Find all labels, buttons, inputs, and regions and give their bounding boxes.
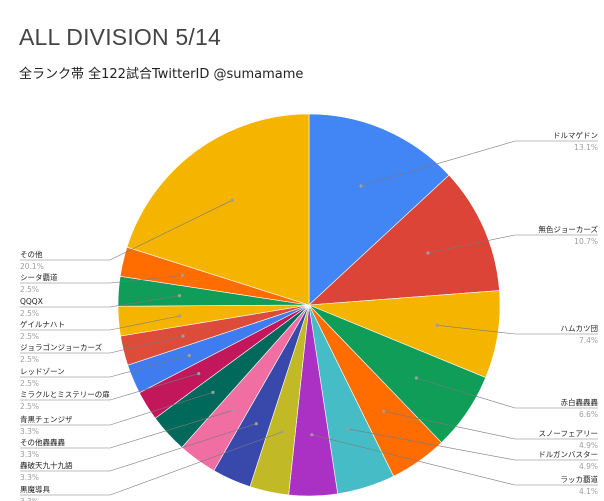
leader-dot [414,376,418,380]
slice-labels: ドルマゲドン 13.1% 無色ジョーカーズ 10.7% ハムカツ団 7.4% 赤白轟轟轟 6.… [20,131,598,501]
leader-line [20,355,190,378]
pie-slice-18 [126,113,310,306]
slice-percent: 3.3% [20,450,39,459]
slice-label: 赤白轟轟轟 [561,397,599,407]
leader-dot [230,198,234,202]
leader-dot [178,314,182,318]
slice-percent: 2.5% [20,309,39,318]
slice-label: レッドゾーン [20,367,65,376]
leader-dot [187,353,191,358]
leader-line [20,315,180,331]
leader-dot [181,334,185,338]
leader-line [20,373,199,401]
leader-line [20,199,233,261]
leader-dot [359,184,363,188]
leader-dot [254,422,258,426]
slice-percent: 4.9% [579,441,598,450]
slice-label: スノーフェアリー [538,429,598,438]
pie-slices [117,113,501,497]
leader-dot [280,430,284,434]
slice-label: 無色ジョーカーズ [538,224,598,234]
slice-label: 青黒チェンジザ [20,414,73,424]
pie-slice-2 [308,174,500,306]
slice-label: その他 [20,249,43,259]
slice-percent: 2.5% [20,355,39,364]
slice-label: ドルマゲドン [553,131,598,140]
leader-dot [426,251,430,255]
slice-percent: 4.9% [579,462,598,471]
slice-label: その他轟轟轟 [20,437,65,447]
leader-dot [346,427,350,431]
slice-label: ドルガンバスター [538,449,598,459]
slice-label: 轟破天九十九語 [20,460,73,470]
slice-percent: 2.5% [20,379,39,388]
leader-dot [310,433,314,437]
leader-line [416,377,598,409]
slice-percent: 4.1% [579,487,598,496]
leader-line [427,234,598,254]
slice-label: ラッカ覇道 [561,474,599,484]
leader-dot [382,409,386,413]
leader-line [20,295,180,308]
leader-line [20,335,183,354]
slice-percent: 3.3% [20,427,39,436]
slice-label: 黒魔導具 [20,484,50,494]
slice-percent: 6.6% [579,410,598,419]
slice-percent: 2.5% [20,332,39,341]
leader-line [383,411,598,440]
leader-line [20,431,283,496]
slice-label: ハムカツ団 [561,324,599,333]
leader-line [347,428,598,461]
leader-line [20,410,234,449]
slice-percent: 2.5% [20,285,39,294]
leader-line [20,275,183,284]
leader-dot [435,323,439,327]
chart-subtitle: 全ランク帯 全122試合TwitterID @sumamame [19,67,304,82]
slice-label: シータ覇道 [20,272,58,282]
leader-dot [197,372,201,376]
leader-line [20,392,213,426]
leader-dot [177,294,182,298]
leader-dot [231,408,235,412]
label-leaders [20,140,598,496]
leader-line [20,423,257,472]
slice-label: ジョラゴンジョーカーズ [20,342,103,352]
leader-line [360,140,598,187]
slice-label: ミラクルとミステリーの扉 [20,389,110,399]
pie-slice-1 [308,113,450,306]
slice-percent: 13.1% [574,143,598,152]
slice-percent: 3.3% [20,497,39,501]
slice-label: ゲイルナハト [20,320,65,329]
slice-label: QQQX [20,297,43,306]
slice-percent: 3.3% [20,473,39,482]
slice-percent: 2.5% [20,402,39,411]
leader-line [437,325,598,335]
chart-title: ALL DIVISION 5/14 [19,24,221,50]
leader-dot [211,390,215,394]
leader-line [311,434,598,486]
slice-percent: 20.1% [20,262,44,271]
leader-dot [180,273,185,278]
slice-percent: 10.7% [574,237,598,246]
slice-percent: 7.4% [579,336,598,345]
